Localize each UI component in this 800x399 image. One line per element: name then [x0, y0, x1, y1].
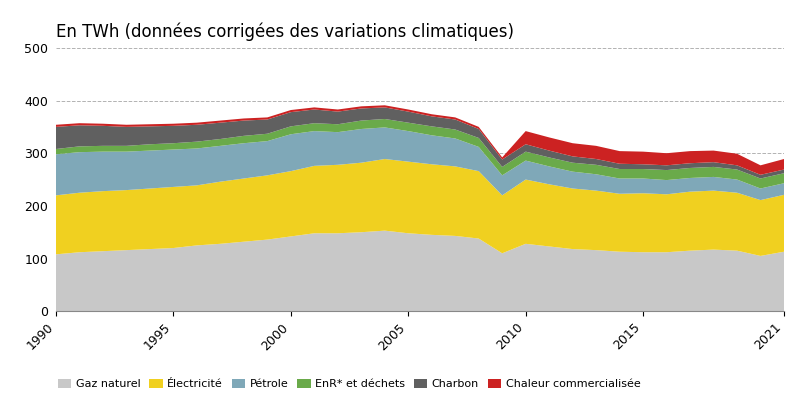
- Text: En TWh (données corrigées des variations climatiques): En TWh (données corrigées des variations…: [56, 22, 514, 41]
- Legend: Gaz naturel, Électricité, Pétrole, EnR* et déchets, Charbon, Chaleur commerciali: Gaz naturel, Électricité, Pétrole, EnR* …: [54, 374, 645, 393]
